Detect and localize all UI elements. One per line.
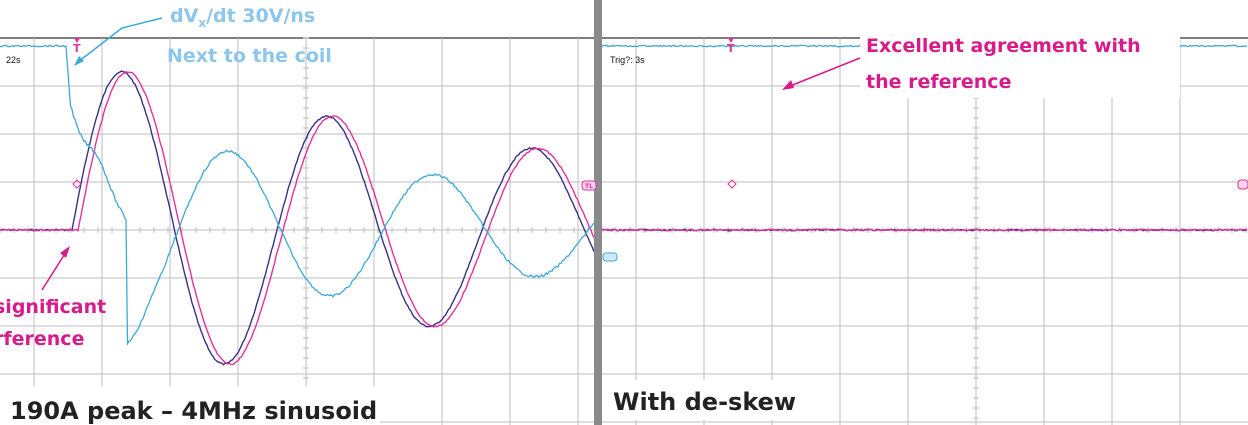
left-trigger-marker: T bbox=[73, 42, 81, 55]
dvdt-callout-arrowhead bbox=[74, 56, 84, 66]
left-trigger-arrow bbox=[74, 38, 80, 43]
left-caption-background bbox=[0, 386, 380, 425]
panel-divider bbox=[594, 0, 602, 425]
right-trigger-marker: T bbox=[727, 42, 735, 55]
interference-callout-line1: significant bbox=[0, 296, 106, 318]
agreement-callout-arrowhead bbox=[782, 80, 794, 90]
left-diamond-marker bbox=[72, 179, 82, 189]
left-level-marker-text: TL bbox=[585, 183, 593, 190]
right-caption-background bbox=[604, 380, 834, 420]
left-traces bbox=[0, 44, 595, 366]
right-trigger-status: Trig?: 3s bbox=[610, 55, 645, 65]
dvdt-callout-arrow-line bbox=[77, 27, 123, 63]
right-magenta-trace bbox=[601, 228, 1247, 232]
right-diamond-marker bbox=[727, 179, 737, 189]
interference-callout-arrowhead bbox=[60, 246, 70, 258]
dvdt-callout-label: dVx/dt 30V/ns bbox=[170, 5, 315, 30]
agreement-callout-line bbox=[789, 57, 861, 87]
left-trigger-status: 22s bbox=[6, 55, 21, 65]
left-navy-trace bbox=[0, 70, 595, 366]
left-magenta-trace bbox=[0, 70, 595, 366]
interference-callout-line2: rference bbox=[0, 328, 84, 350]
right-trigger-arrow bbox=[728, 38, 734, 43]
right-ground-marker bbox=[602, 252, 618, 262]
agreement-callout-line1: Excellent agreement with bbox=[866, 35, 1141, 57]
interference-callout-line bbox=[41, 251, 67, 291]
left-level-marker-box bbox=[581, 180, 597, 191]
left-grid bbox=[0, 37, 594, 425]
left-cyan-trace bbox=[0, 44, 595, 346]
right-caption: With de-skew bbox=[613, 388, 796, 416]
dvdt-callout-line bbox=[121, 17, 163, 29]
left-panel-background bbox=[0, 0, 596, 425]
right-level-marker-box bbox=[1237, 179, 1248, 190]
left-caption: 190A peak – 4MHz sinusoid bbox=[10, 397, 377, 425]
location-callout-label: Next to the coil bbox=[167, 45, 332, 67]
agreement-callout-background bbox=[860, 26, 1180, 98]
agreement-callout-line2: the reference bbox=[866, 71, 1011, 93]
